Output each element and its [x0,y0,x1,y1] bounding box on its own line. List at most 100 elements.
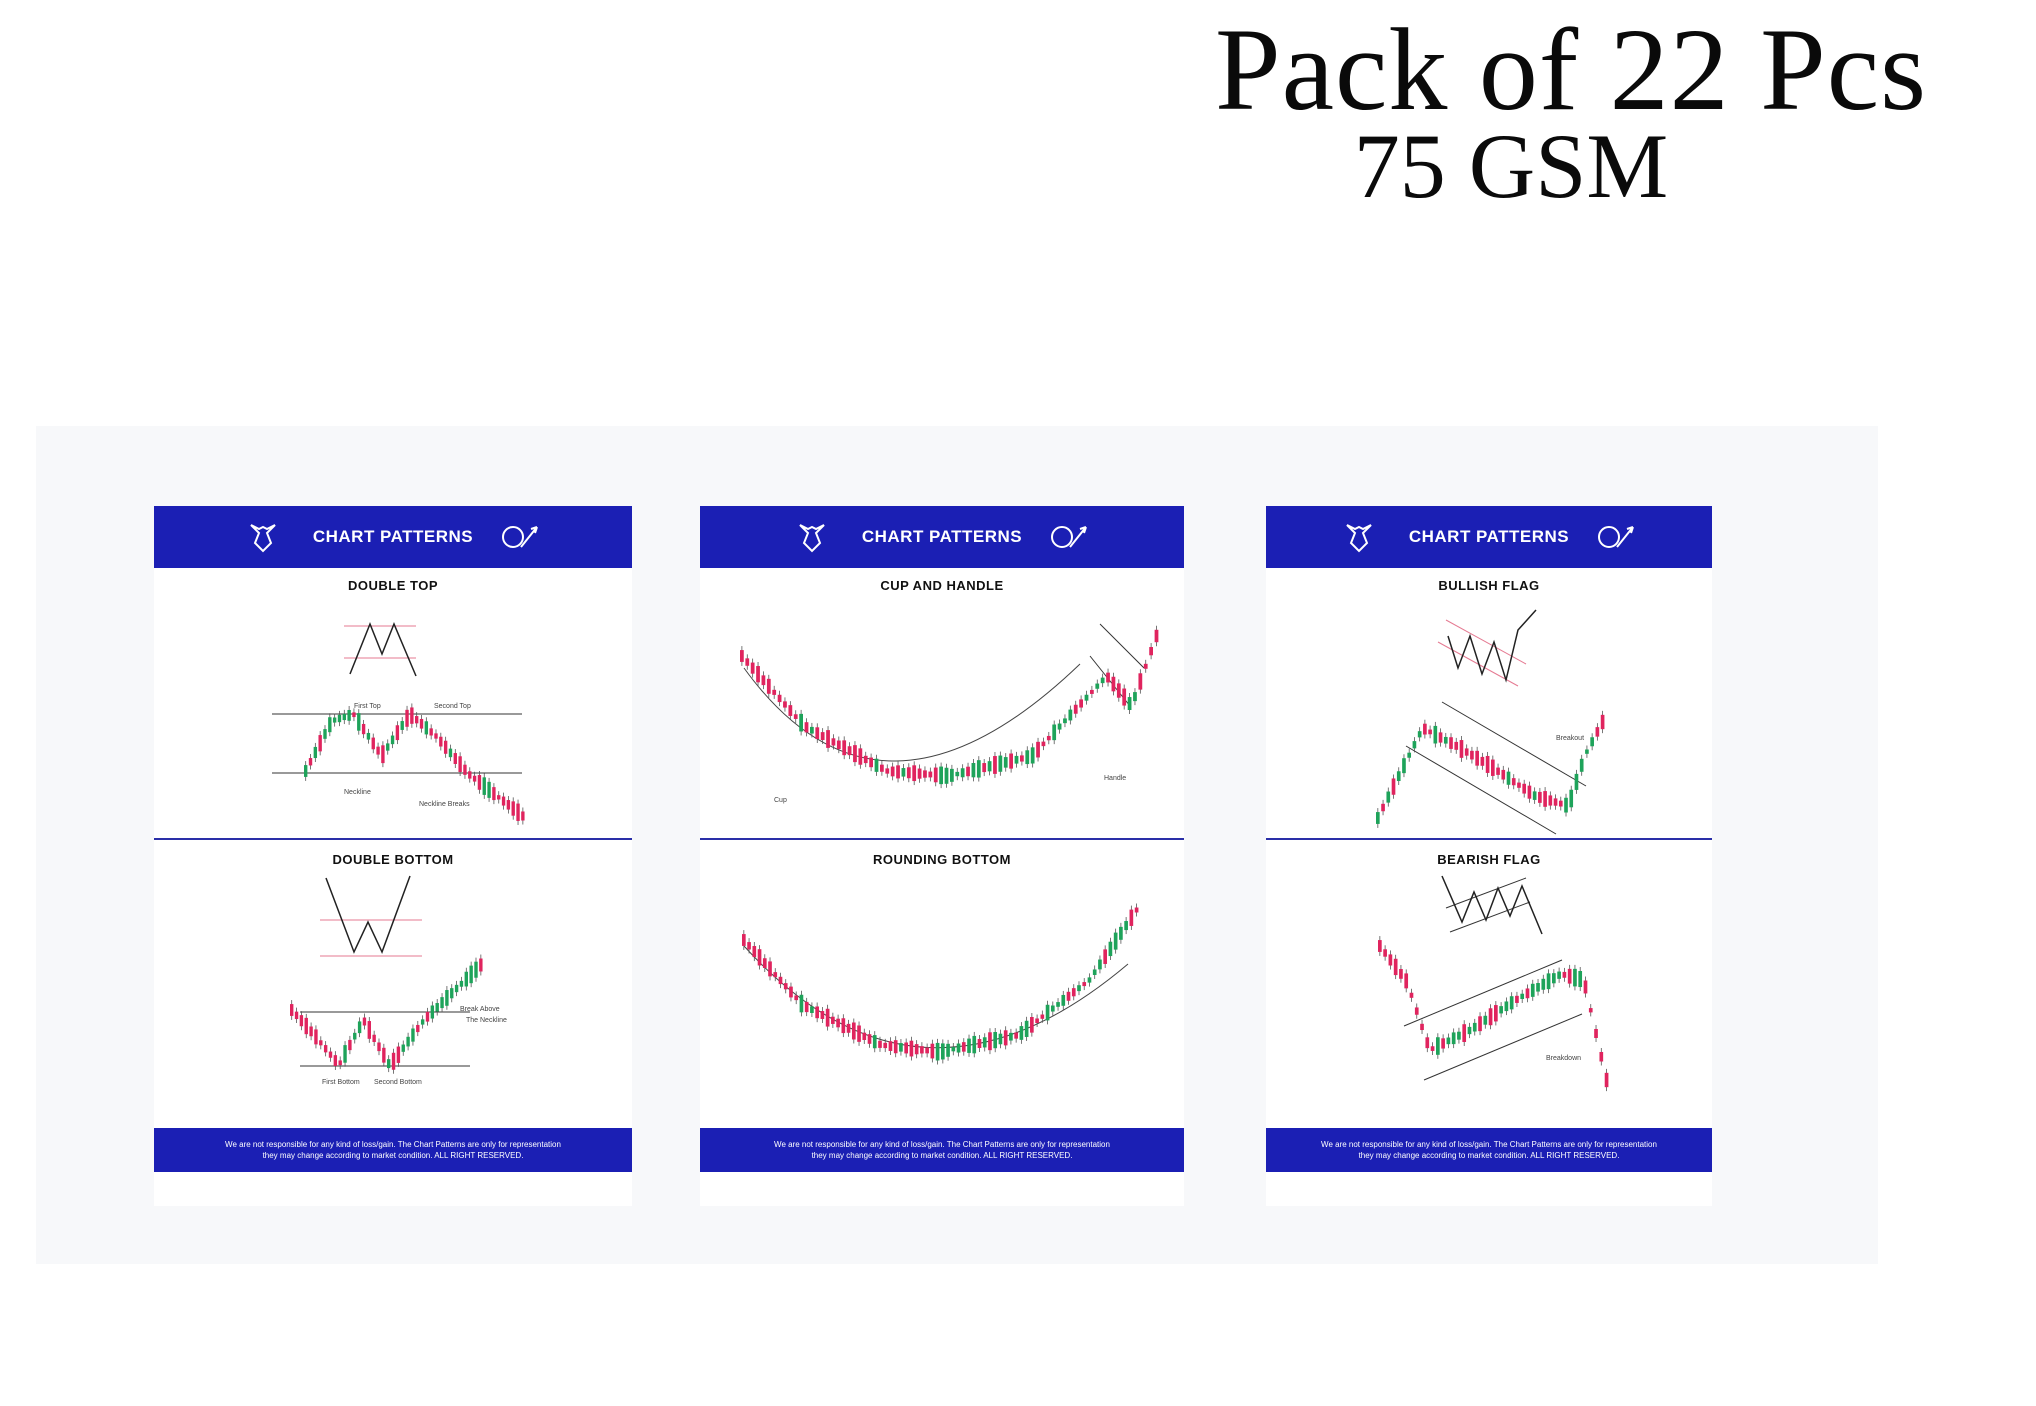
candle [1436,1033,1440,1059]
candle-body [400,721,404,730]
bullish-flag-chart: Breakout [1376,609,1605,835]
candle [290,1000,294,1020]
candle [783,697,787,712]
candle-body [1393,958,1398,976]
poster-bottom-patterns: CHART PATTERNS CUP AND HANDLE Cup Handle… [700,506,1184,1206]
candle [804,718,809,737]
candle [337,710,342,727]
annotation-neckline: Neckline [344,789,371,796]
candle-body [347,709,351,721]
candle [1532,787,1537,804]
candle-body [1520,993,1525,1000]
candle [1100,673,1105,688]
candle-body [1409,992,1414,998]
candle [1515,991,1519,1007]
candle [820,728,825,745]
candle-body [342,713,346,721]
candle-body [788,705,793,716]
candle [454,980,459,997]
candle-body [318,735,322,752]
candle-body [353,1032,357,1040]
candle-body [314,1029,318,1045]
candle-body [338,1060,342,1066]
candle [987,757,992,776]
candle [479,954,483,976]
candle-body [1095,683,1100,689]
candle [745,654,750,670]
candle-body [1082,982,1087,987]
candle-body [391,1052,396,1070]
candle [420,1015,425,1029]
candle-body [1506,771,1511,785]
candle-body [1552,973,1556,984]
candle-body [810,726,814,734]
candle [930,1039,935,1063]
candle-body [1412,741,1417,749]
candle-body [1527,785,1532,799]
candle [982,1033,987,1052]
candle-body [1441,1038,1445,1049]
poster-header: CHART PATTERNS [700,506,1184,568]
candle [395,721,400,745]
candle-body [917,768,922,779]
candle-body [362,1017,367,1026]
candle-body [858,748,863,765]
candles [740,625,1159,789]
candle-body [396,1046,401,1063]
candle-body [762,958,767,968]
candle [872,1031,877,1053]
candle-body [1569,789,1574,808]
candle-body [880,764,884,772]
candle [419,714,424,733]
candle [998,751,1003,776]
candle-body [1579,758,1584,772]
candle-body [299,1015,304,1027]
candle-body [328,1051,333,1058]
candle [1449,733,1453,753]
candle-body [768,961,772,977]
candle [443,736,448,758]
candle-body [464,971,468,987]
candle-body [381,745,385,764]
candle [869,753,873,772]
candle [1149,643,1153,660]
candle [1414,1003,1419,1019]
candle-body [1438,732,1443,743]
candle [497,791,501,804]
candle-body [1030,1017,1034,1033]
candle-body [960,768,965,778]
candle [382,1043,386,1067]
candle-body [424,721,429,735]
disclaimer-line: We are not responsible for any kind of l… [225,1140,561,1149]
candle-body [419,718,424,729]
candle-body [1558,800,1563,807]
candle-body [1574,773,1579,790]
candle-body [935,1042,940,1061]
annotation-breakdown: Breakdown [1546,1055,1581,1062]
candle-body [1149,647,1153,656]
candle-body [435,1003,439,1012]
candle [917,764,922,783]
candle [1517,778,1521,792]
candle-body [941,1043,945,1060]
candle [777,690,782,707]
candle [1420,1019,1424,1035]
candle-body [448,748,453,758]
candle [836,736,841,754]
candle-body [982,1037,987,1048]
candle [391,1048,396,1074]
candle [468,767,472,783]
candle-body [477,775,482,790]
candle [909,1036,914,1061]
candle-body [1388,954,1393,966]
candle [799,709,803,736]
candle-body [1407,752,1412,758]
candle-body [386,743,390,751]
candle [1573,964,1577,991]
candle-body [1425,1037,1430,1049]
candle [1378,936,1382,956]
candle-body [361,723,366,735]
candle [863,751,868,768]
candle-body [1134,907,1139,913]
annotation-first-bottom: First Bottom [322,1079,360,1086]
